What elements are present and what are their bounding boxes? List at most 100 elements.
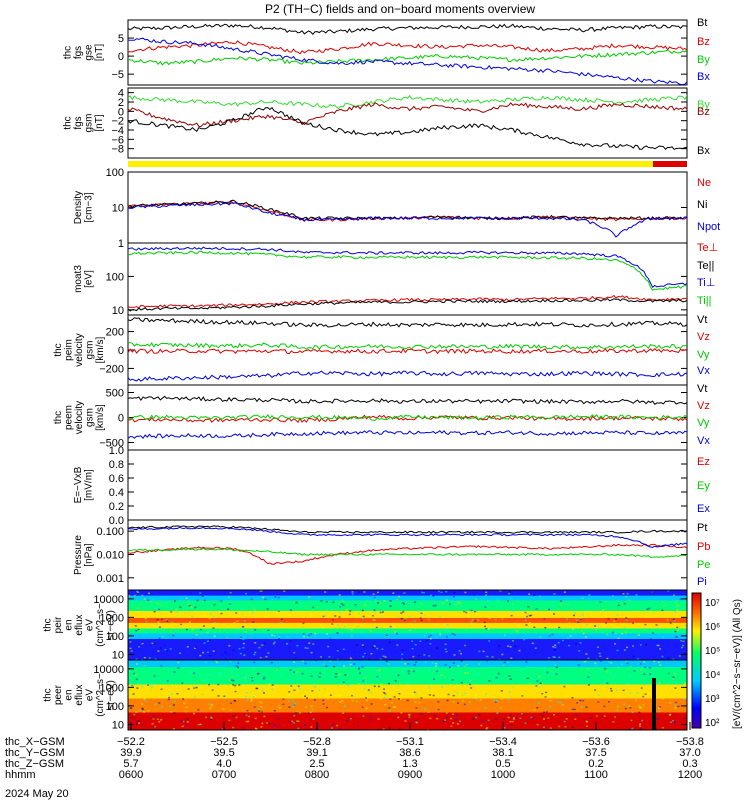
x-row-value: 38.1 [492,747,513,759]
spectrogram-speckle [403,592,406,594]
spectrogram-speckle [151,642,154,645]
spectrogram-speckle [313,699,316,701]
spectrogram-speckle [251,680,254,682]
spectrogram-speckle [450,725,453,728]
spectrogram-speckle [545,691,548,694]
spectrogram-speckle [206,631,209,634]
spectrogram-speckle [644,623,647,626]
spectrogram-speckle [348,660,351,663]
spectrogram-speckle [273,710,276,712]
series-line-Bz [128,40,687,55]
spectrogram-speckle [553,593,556,595]
spectrogram-speckle [494,701,497,703]
spectrogram-speckle [186,721,189,723]
spectrogram-speckle [635,699,638,701]
spectrogram-speckle [393,706,396,708]
spectrogram-speckle [216,661,219,664]
legend-item: Ni [697,199,707,211]
spectrogram-speckle [319,672,322,674]
spectrogram-speckle [673,619,676,622]
spectrogram-speckle [361,606,364,608]
spectrogram-speckle [217,676,220,679]
y-axis-label-line: eflux [74,684,85,705]
spectrogram-speckle [328,656,331,658]
spectrogram-speckle [170,693,173,695]
spectrogram-speckle [606,671,609,673]
spectrogram-speckle [548,608,551,611]
spectrogram-speckle [667,590,670,592]
spectrogram-speckle [350,628,353,631]
spectrogram-speckle [491,656,494,658]
y-axis-label-line: thc [43,688,54,701]
spectrogram-speckle [495,718,498,720]
spectrogram-speckle [357,625,360,628]
spectrogram-speckle [316,606,319,609]
spectrogram-speckle [446,716,449,719]
y-tick-label: 500 [106,388,124,400]
spectrogram-speckle [467,672,470,674]
spectrogram-speckle [258,701,261,703]
spectrogram-speckle [318,689,321,691]
spectrogram-speckle [400,712,403,714]
y-axis-label-line: gsm [85,341,96,360]
spectrogram-speckle [646,608,649,610]
spectrogram-speckle [512,606,515,609]
spectrogram-speckle [383,600,386,602]
spectrogram-speckle [170,611,173,613]
spectrogram-speckle [471,619,474,621]
spectrogram-speckle [629,707,632,709]
series-line-Bz [128,102,687,128]
spectrogram-speckle [310,726,313,728]
spectrogram-speckle [682,640,685,643]
spectrogram-speckle [185,706,188,709]
spectrogram-speckle [512,718,515,720]
y-tick-label: −500 [99,438,124,450]
spectrogram-speckle [561,703,564,706]
spectrogram-speckle [582,699,585,702]
y-axis-label-line: thc [43,618,54,631]
spectrogram-speckle [486,660,489,662]
y-tick-label: 10 [112,203,124,215]
spectrogram-speckle [566,637,569,640]
spectrogram-speckle [599,601,602,603]
y-axis-label: Density [cm−3] [73,191,95,224]
spectrogram-speckle [336,632,339,634]
spectrogram-speckle [428,636,431,638]
spectrogram-speckle [419,602,422,605]
spectrogram-speckle [606,657,609,660]
spectrogram-speckle [177,661,180,664]
spectrogram-speckle [153,643,156,645]
spectrogram-speckle [261,722,264,725]
spectrogram-speckle [130,707,133,709]
spectrogram-speckle [587,684,590,686]
spectrogram-speckle [210,717,213,719]
spectrogram-speckle [153,675,156,677]
spectrogram-speckle [524,611,527,614]
spectrogram-speckle [227,596,230,598]
spectrogram-speckle [625,617,628,619]
y-tick-label: 0.4 [109,487,124,499]
spectrogram-speckle [334,627,337,629]
spectrogram-speckle [663,605,666,607]
spectrogram-speckle [159,647,162,649]
x-row-value: 39.1 [306,747,327,759]
legend-item: Pe [697,559,710,571]
spectrogram-speckle [239,590,242,593]
spectrogram-speckle [189,686,192,688]
spectrogram-speckle [469,625,472,627]
spectrogram-speckle [181,725,184,728]
spectrogram-speckle [558,626,561,629]
y-axis-label: thc peem velocity gsm [km/s] [53,401,106,434]
spectrogram-speckle [176,611,179,613]
y-tick-label: −8 [111,144,124,156]
spectrogram-speckle [677,604,680,607]
series-line-Vz [128,347,687,355]
spectrogram-speckle [382,728,385,730]
spectrogram-speckle [209,718,212,721]
series-line-Vx [128,430,687,439]
spectrogram-speckle [259,656,262,659]
spectrogram-speckle [294,601,297,604]
spectrogram-speckle [414,661,417,664]
spectrogram-speckle [325,633,328,635]
